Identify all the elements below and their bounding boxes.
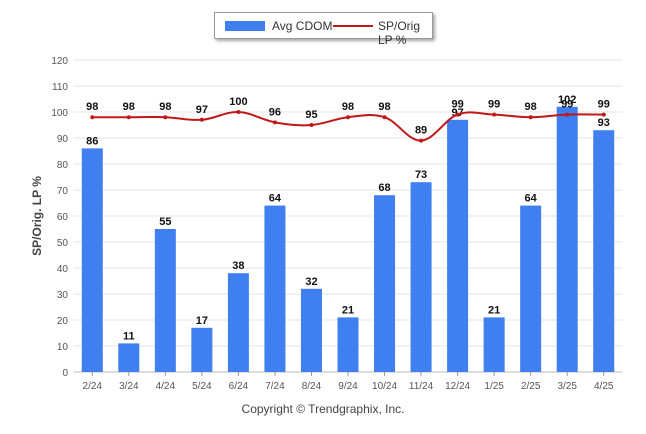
x-tick-label: 11/24	[409, 381, 434, 392]
line-point-sp-orig-lp	[382, 115, 387, 120]
bar-avg-cdom	[118, 343, 140, 372]
line-value-label: 89	[415, 125, 427, 137]
x-tick-label: 4/24	[156, 381, 176, 392]
bar-value-label: 17	[196, 315, 208, 327]
line-point-sp-orig-lp	[346, 115, 350, 120]
bar-value-label: 21	[488, 304, 500, 316]
copyright-text: Copyright © Trendgraphix, Inc.	[241, 402, 405, 416]
y-tick-label: 40	[57, 264, 69, 275]
line-value-label: 96	[269, 106, 281, 118]
bar-value-label: 64	[525, 193, 538, 205]
line-point-sp-orig-lp	[163, 115, 168, 120]
bar-value-label: 102	[558, 94, 576, 106]
bar-avg-cdom	[81, 148, 103, 372]
line-value-label: 99	[488, 99, 500, 111]
bar-avg-cdom	[191, 327, 213, 372]
line-point-sp-orig-lp	[199, 117, 204, 122]
y-tick-label: 110	[52, 82, 68, 93]
line-value-label: 98	[342, 101, 354, 113]
x-tick-label: 2/25	[521, 381, 541, 392]
x-tick-label: 3/25	[557, 381, 577, 392]
line-point-sp-orig-lp	[455, 112, 460, 117]
x-tick-label: 9/24	[338, 381, 358, 392]
line-value-label: 99	[561, 99, 573, 111]
line-point-sp-orig-lp	[419, 138, 424, 143]
line-value-label: 98	[86, 101, 98, 113]
y-tick-label: 60	[57, 212, 69, 223]
x-tick-label: 10/24	[372, 381, 397, 392]
line-value-label: 95	[305, 109, 317, 121]
bar-avg-cdom	[447, 119, 469, 372]
y-tick-label: 100	[51, 108, 68, 119]
x-tick-label: 1/25	[484, 381, 504, 392]
line-value-label: 100	[229, 96, 247, 108]
line-point-sp-orig-lp	[565, 112, 570, 117]
x-tick-label: 4/25	[594, 381, 614, 392]
bar-avg-cdom	[483, 317, 505, 372]
x-tick-label: 3/24	[119, 381, 139, 392]
x-tick-label: 6/24	[229, 381, 249, 392]
bar-avg-cdom	[410, 182, 432, 372]
bar-value-label: 32	[305, 276, 317, 288]
bar-avg-cdom	[337, 317, 359, 372]
line-value-label: 98	[159, 101, 171, 113]
line-point-sp-orig-lp	[236, 110, 241, 114]
bar-avg-cdom	[154, 229, 176, 372]
line-point-sp-orig-lp	[528, 115, 533, 120]
bar-value-label: 68	[378, 182, 390, 194]
bar-avg-cdom	[300, 288, 322, 372]
x-tick-label: 2/24	[83, 381, 103, 392]
x-tick-label: 5/24	[192, 381, 212, 392]
y-tick-label: 80	[57, 160, 69, 171]
x-tick-label: 12/24	[445, 381, 470, 392]
bar-value-label: 64	[269, 193, 282, 205]
bar-avg-cdom	[556, 106, 578, 373]
line-point-sp-orig-lp	[90, 115, 95, 120]
legend-swatch-avg-cdom	[225, 21, 265, 31]
bar-value-label: 86	[86, 135, 98, 147]
bar-value-label: 55	[159, 216, 171, 228]
legend-label-sp-orig-lp: SP/Orig LP %	[378, 19, 421, 47]
y-tick-label: 120	[51, 56, 68, 67]
legend-label-avg-cdom: Avg CDOM	[272, 19, 333, 33]
line-value-label: 98	[378, 101, 390, 113]
line-point-sp-orig-lp	[492, 112, 497, 117]
y-tick-label: 90	[57, 134, 69, 145]
bar-avg-cdom	[227, 273, 249, 372]
bar-value-label: 38	[232, 260, 244, 272]
line-point-sp-orig-lp	[601, 112, 606, 117]
bar-value-label: 93	[598, 117, 610, 129]
y-tick-label: 30	[57, 290, 69, 301]
line-point-sp-orig-lp	[309, 123, 314, 127]
y-tick-label: 10	[57, 342, 69, 353]
bar-value-label: 73	[415, 169, 427, 181]
y-tick-label: 0	[62, 368, 68, 379]
bar-avg-cdom	[593, 130, 615, 372]
bar-avg-cdom	[264, 205, 286, 372]
y-tick-label: 20	[57, 316, 69, 327]
x-tick-label: 8/24	[302, 381, 322, 392]
bar-avg-cdom	[520, 205, 542, 372]
bar-avg-cdom	[374, 195, 396, 372]
bar-value-label: 21	[342, 304, 354, 316]
legend-swatch-sp-orig-lp	[333, 25, 373, 27]
line-point-sp-orig-lp	[126, 115, 131, 120]
chart-legend: Avg CDOM SP/Orig LP %	[214, 12, 433, 47]
line-value-label: 98	[123, 101, 135, 113]
line-value-label: 97	[196, 104, 208, 116]
line-value-label: 98	[525, 101, 537, 113]
bar-value-label: 11	[123, 330, 135, 342]
line-value-label: 99	[598, 99, 610, 111]
line-point-sp-orig-lp	[272, 120, 277, 125]
y-tick-label: 70	[57, 186, 69, 197]
line-value-label: 99	[451, 99, 463, 111]
x-tick-label: 7/24	[265, 381, 285, 392]
y-tick-label: 50	[57, 238, 69, 249]
